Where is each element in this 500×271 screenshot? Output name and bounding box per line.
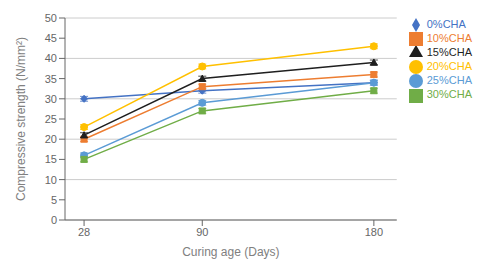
svg-text:5: 5 [51, 194, 57, 206]
svg-text:10: 10 [45, 174, 57, 186]
svg-text:45: 45 [45, 32, 57, 44]
svg-text:25: 25 [45, 113, 57, 125]
html-text:25%CHA: 25%CHA [426, 74, 472, 87]
html-text:0%CHA: 0%CHA [426, 18, 466, 30]
html-text:20%CHA: 20%CHA [426, 60, 472, 73]
svg-text:50: 50 [45, 12, 57, 24]
svg-text:20: 20 [45, 133, 57, 145]
html-text:10%CHA: 10%CHA [426, 32, 472, 45]
svg-text:90: 90 [196, 226, 208, 238]
svg-text:0: 0 [51, 214, 57, 226]
svg-text:Curing age (Days): Curing age (Days) [182, 245, 279, 259]
svg-text:35: 35 [45, 73, 57, 85]
svg-text:40: 40 [45, 52, 57, 64]
svg-text:15: 15 [45, 153, 57, 165]
svg-text:180: 180 [365, 226, 383, 238]
html-text:30%CHA: 30%CHA [426, 88, 472, 101]
svg-text:Compressive strength (N/mm²): Compressive strength (N/mm²) [14, 37, 28, 201]
html-text:15%CHA: 15%CHA [426, 46, 472, 59]
svg-text:30: 30 [45, 93, 57, 105]
svg-text:28: 28 [78, 226, 90, 238]
